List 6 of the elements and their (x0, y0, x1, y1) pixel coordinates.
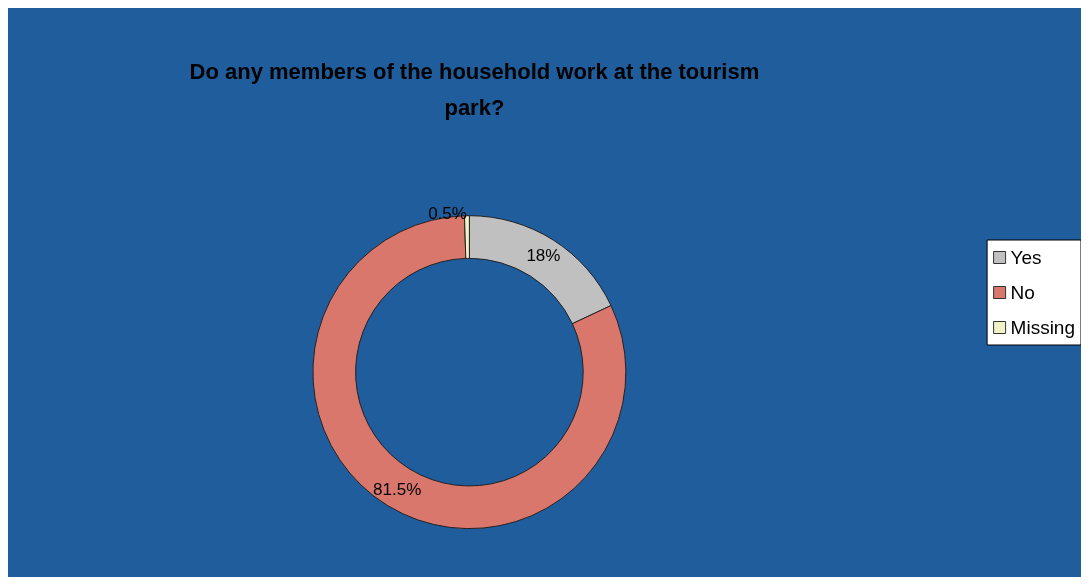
data-label: 18% (526, 246, 561, 266)
legend-label: Missing (1010, 317, 1075, 338)
chart-title: Do any members of the household work at the tourism park? (189, 58, 760, 120)
data-label: 81.5% (373, 480, 422, 500)
legend-label: Yes (1010, 247, 1042, 268)
legend-label: No (1010, 282, 1035, 303)
